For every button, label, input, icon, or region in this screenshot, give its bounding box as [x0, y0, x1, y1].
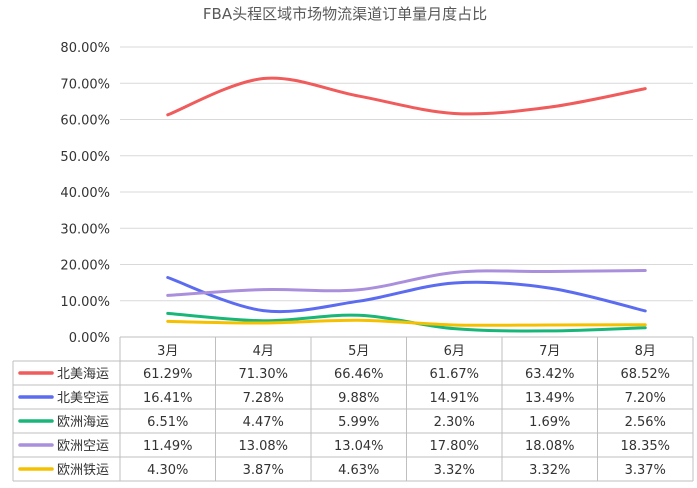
data-label: 61.67%	[429, 367, 479, 382]
data-label: 14.91%	[429, 391, 479, 406]
series-line	[166, 76, 647, 117]
x-tick-label: 8月	[635, 344, 656, 359]
data-point	[358, 289, 360, 291]
data-point	[453, 282, 455, 284]
data-point	[644, 88, 646, 90]
data-point	[358, 300, 360, 302]
data-label: 4.47%	[243, 415, 284, 430]
y-axis: 0.00% 10.00% 20.00% 30.00% 40.00% 50.00% 60.00…	[60, 41, 110, 346]
data-point	[167, 277, 169, 279]
data-point	[262, 78, 264, 80]
data-point	[167, 312, 169, 314]
data-label: 3.37%	[625, 463, 666, 478]
data-label: 17.80%	[429, 439, 479, 454]
y-tick-label: 0.00%	[69, 331, 110, 346]
data-point	[358, 95, 360, 97]
data-label: 7.20%	[625, 391, 666, 406]
data-point	[358, 319, 360, 321]
series-line	[166, 276, 647, 314]
data-label: 3.87%	[243, 463, 284, 478]
data-label: 6.51%	[147, 415, 188, 430]
y-tick-label: 30.00%	[60, 222, 110, 237]
data-label: 11.49%	[143, 439, 193, 454]
data-point	[262, 310, 264, 312]
data-label: 4.30%	[147, 463, 188, 478]
data-point	[453, 324, 455, 326]
data-point	[549, 270, 551, 272]
data-label: 7.28%	[243, 391, 284, 406]
data-label: 3.32%	[529, 463, 570, 478]
data-label: 3.32%	[434, 463, 475, 478]
data-point	[358, 314, 360, 316]
data-point	[549, 330, 551, 332]
data-label: 71.30%	[238, 367, 288, 382]
data-label: 9.88%	[338, 391, 379, 406]
data-point	[453, 328, 455, 330]
x-tick-label: 6月	[444, 344, 465, 359]
data-point	[262, 322, 264, 324]
data-label: 63.42%	[525, 367, 575, 382]
data-point	[644, 269, 646, 271]
data-label: 18.08%	[525, 439, 575, 454]
legend-label: 欧洲海运	[57, 415, 109, 430]
data-label: 2.30%	[434, 415, 475, 430]
x-tick-label: 3月	[157, 344, 178, 359]
x-tick-label: 5月	[348, 344, 369, 359]
y-tick-label: 80.00%	[60, 41, 110, 56]
data-label: 66.46%	[334, 367, 384, 382]
data-point	[167, 114, 169, 116]
series-line	[166, 318, 647, 327]
data-label: 16.41%	[143, 391, 193, 406]
y-tick-label: 40.00%	[60, 186, 110, 201]
legend-label: 北美海运	[57, 367, 109, 382]
data-label: 68.52%	[620, 367, 670, 382]
data-point	[549, 106, 551, 108]
data-point	[262, 320, 264, 322]
data-point	[453, 271, 455, 273]
data-label: 13.04%	[334, 439, 384, 454]
gridlines	[120, 46, 693, 338]
data-label: 18.35%	[620, 439, 670, 454]
data-label: 5.99%	[338, 415, 379, 430]
data-label: 1.69%	[529, 415, 570, 430]
y-tick-label: 50.00%	[60, 150, 110, 165]
data-point	[167, 320, 169, 322]
data-point	[644, 310, 646, 312]
data-label: 13.08%	[238, 439, 288, 454]
x-tick-label: 7月	[539, 344, 560, 359]
data-point	[549, 287, 551, 289]
x-tick-label: 4月	[253, 344, 274, 359]
y-tick-label: 60.00%	[60, 114, 110, 129]
legend-label: 欧洲空运	[57, 439, 109, 454]
chart-title: FBA头程区域市场物流渠道订单量月度占比	[203, 5, 487, 23]
y-tick-label: 70.00%	[60, 77, 110, 92]
data-point	[453, 112, 455, 114]
data-point	[549, 324, 551, 326]
series-line	[166, 268, 647, 297]
data-label: 4.63%	[338, 463, 379, 478]
y-tick-label: 20.00%	[60, 259, 110, 274]
legend-label: 欧洲铁运	[57, 463, 109, 478]
data-point	[167, 294, 169, 296]
data-point	[644, 324, 646, 326]
y-tick-label: 10.00%	[60, 295, 110, 310]
data-label: 2.56%	[625, 415, 666, 430]
data-label: 61.29%	[143, 367, 193, 382]
series-lines	[166, 76, 647, 333]
data-point	[644, 327, 646, 329]
legend-label: 北美空运	[57, 391, 109, 406]
data-label: 13.49%	[525, 391, 575, 406]
data-point	[262, 289, 264, 291]
